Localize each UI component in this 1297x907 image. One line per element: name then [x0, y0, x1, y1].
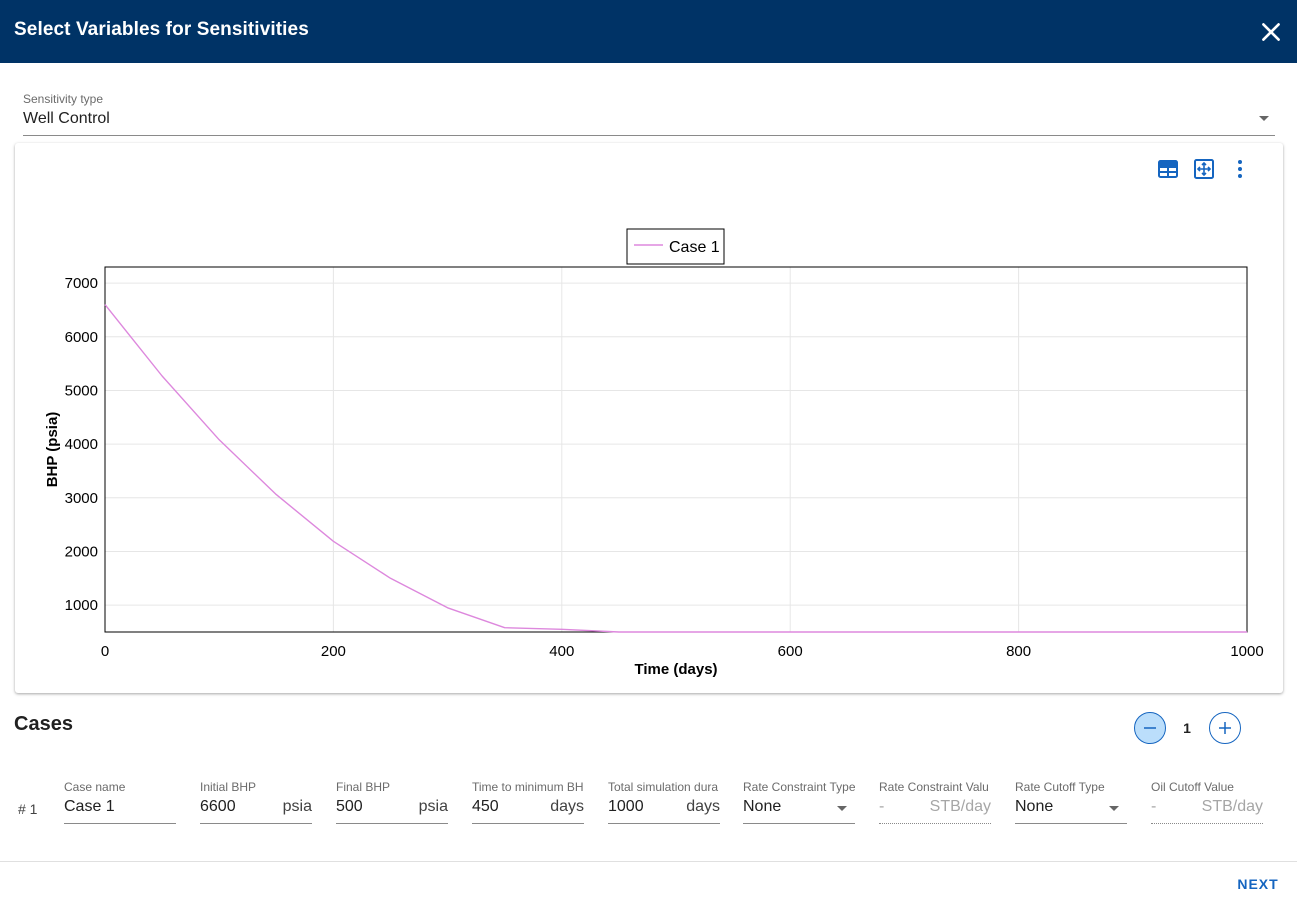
chevron-down-icon: [1109, 806, 1119, 811]
y-axis-ticks: 1000 2000 3000 4000 5000 6000 7000: [65, 275, 98, 614]
time-to-min-bhp-value: 450: [472, 798, 499, 815]
table-icon[interactable]: [1156, 157, 1180, 181]
x-tick-label: 600: [778, 643, 803, 660]
initial-bhp-label: Initial BHP: [200, 780, 257, 794]
x-axis-ticks: 0 200 400 600 800 1000: [101, 643, 1264, 660]
case-row-number: # 1: [18, 801, 38, 817]
final-bhp-value: 500: [336, 798, 363, 815]
chevron-down-icon: [1259, 116, 1269, 121]
y-tick-label: 3000: [65, 490, 98, 507]
x-axis-label: Time (days): [634, 661, 717, 678]
total-sim-duration-field[interactable]: Total simulation dura 1000 days: [608, 778, 720, 824]
grid: [105, 267, 1247, 632]
total-sim-duration-value: 1000: [608, 798, 644, 815]
dialog-title: Select Variables for Sensitivities: [14, 19, 309, 40]
oil-cutoff-value-value: -: [1151, 798, 1157, 815]
sensitivity-type-value: Well Control: [23, 110, 110, 127]
rate-cutoff-type-label: Rate Cutoff Type: [1015, 780, 1105, 794]
rate-constraint-type-select[interactable]: Rate Constraint Type None: [743, 778, 855, 824]
dialog-header: Select Variables for Sensitivities: [0, 0, 1297, 63]
rate-cutoff-type-select[interactable]: Rate Cutoff Type None: [1015, 778, 1127, 824]
legend-box: [626, 228, 725, 265]
fit-icon[interactable]: [1192, 157, 1216, 181]
y-tick-label: 6000: [65, 329, 98, 346]
oil-cutoff-value-unit: STB/day: [1201, 798, 1263, 815]
final-bhp-field[interactable]: Final BHP 500 psia: [336, 778, 448, 824]
rate-constraint-value-value: -: [879, 798, 885, 815]
initial-bhp-unit: psia: [282, 798, 312, 815]
y-tick-label: 1000: [65, 597, 98, 614]
add-case-button[interactable]: [1209, 712, 1241, 744]
rate-cutoff-type-value: None: [1015, 798, 1054, 815]
rate-constraint-value-unit: STB/day: [929, 798, 991, 815]
y-axis-label: BHP (psia): [44, 412, 61, 488]
final-bhp-unit: psia: [418, 798, 448, 815]
next-button[interactable]: NEXT: [1237, 876, 1279, 892]
y-tick-label: 7000: [65, 275, 98, 292]
y-tick-label: 2000: [65, 543, 98, 560]
total-sim-duration-label: Total simulation dura: [608, 780, 719, 794]
bhp-chart: 0 200 400 600 800 1000 1000 2000 3000 4000 5000 60…: [44, 228, 1264, 678]
remove-case-button[interactable]: [1134, 712, 1166, 744]
initial-bhp-value: 6600: [200, 798, 236, 815]
legend: Case 1: [626, 228, 725, 265]
case-name-label: Case name: [64, 780, 126, 794]
rate-constraint-value-label: Rate Constraint Valu: [879, 780, 989, 794]
sensitivity-type-label: Sensitivity type: [23, 92, 104, 106]
plus-icon: [1219, 722, 1231, 734]
y-tick-label: 4000: [65, 436, 98, 453]
oil-cutoff-value-label: Oil Cutoff Value: [1151, 780, 1234, 794]
sensitivity-type-select[interactable]: Sensitivity type Well Control: [23, 90, 1275, 136]
chart-card: 0 200 400 600 800 1000 1000 2000 3000 4000 5000 60…: [15, 143, 1283, 693]
series-line-1: [104, 304, 1247, 633]
legend-label: Case 1: [669, 239, 720, 256]
more-vert-icon[interactable]: [1228, 157, 1252, 181]
plot-area: [104, 266, 1248, 633]
footer-divider: [0, 861, 1297, 862]
close-icon[interactable]: [1258, 19, 1284, 45]
oil-cutoff-value-field[interactable]: Oil Cutoff Value - STB/day: [1151, 778, 1263, 824]
case-count: 1: [1183, 720, 1191, 736]
total-sim-duration-unit: days: [686, 798, 720, 815]
chevron-down-icon: [837, 806, 847, 811]
x-tick-label: 1000: [1230, 643, 1263, 660]
final-bhp-label: Final BHP: [336, 780, 391, 794]
x-tick-label: 400: [549, 643, 574, 660]
initial-bhp-field[interactable]: Initial BHP 6600 psia: [200, 778, 312, 824]
time-to-min-bhp-label: Time to minimum BH: [472, 780, 584, 794]
y-tick-label: 5000: [65, 382, 98, 399]
time-to-min-bhp-unit: days: [550, 798, 584, 815]
rate-constraint-type-label: Rate Constraint Type: [743, 780, 855, 794]
series-layer: [104, 304, 1247, 633]
x-tick-label: 800: [1006, 643, 1031, 660]
x-tick-label: 0: [101, 643, 109, 660]
case-name-field[interactable]: Case name Case 1: [64, 778, 176, 824]
rate-constraint-value-field[interactable]: Rate Constraint Valu - STB/day: [879, 778, 991, 824]
time-to-min-bhp-field[interactable]: Time to minimum BH 450 days: [472, 778, 584, 824]
case-name-value: Case 1: [64, 798, 115, 815]
cases-title: Cases: [14, 713, 73, 735]
minus-icon: [1144, 727, 1156, 729]
x-tick-label: 200: [321, 643, 346, 660]
rate-constraint-type-value: None: [743, 798, 782, 815]
